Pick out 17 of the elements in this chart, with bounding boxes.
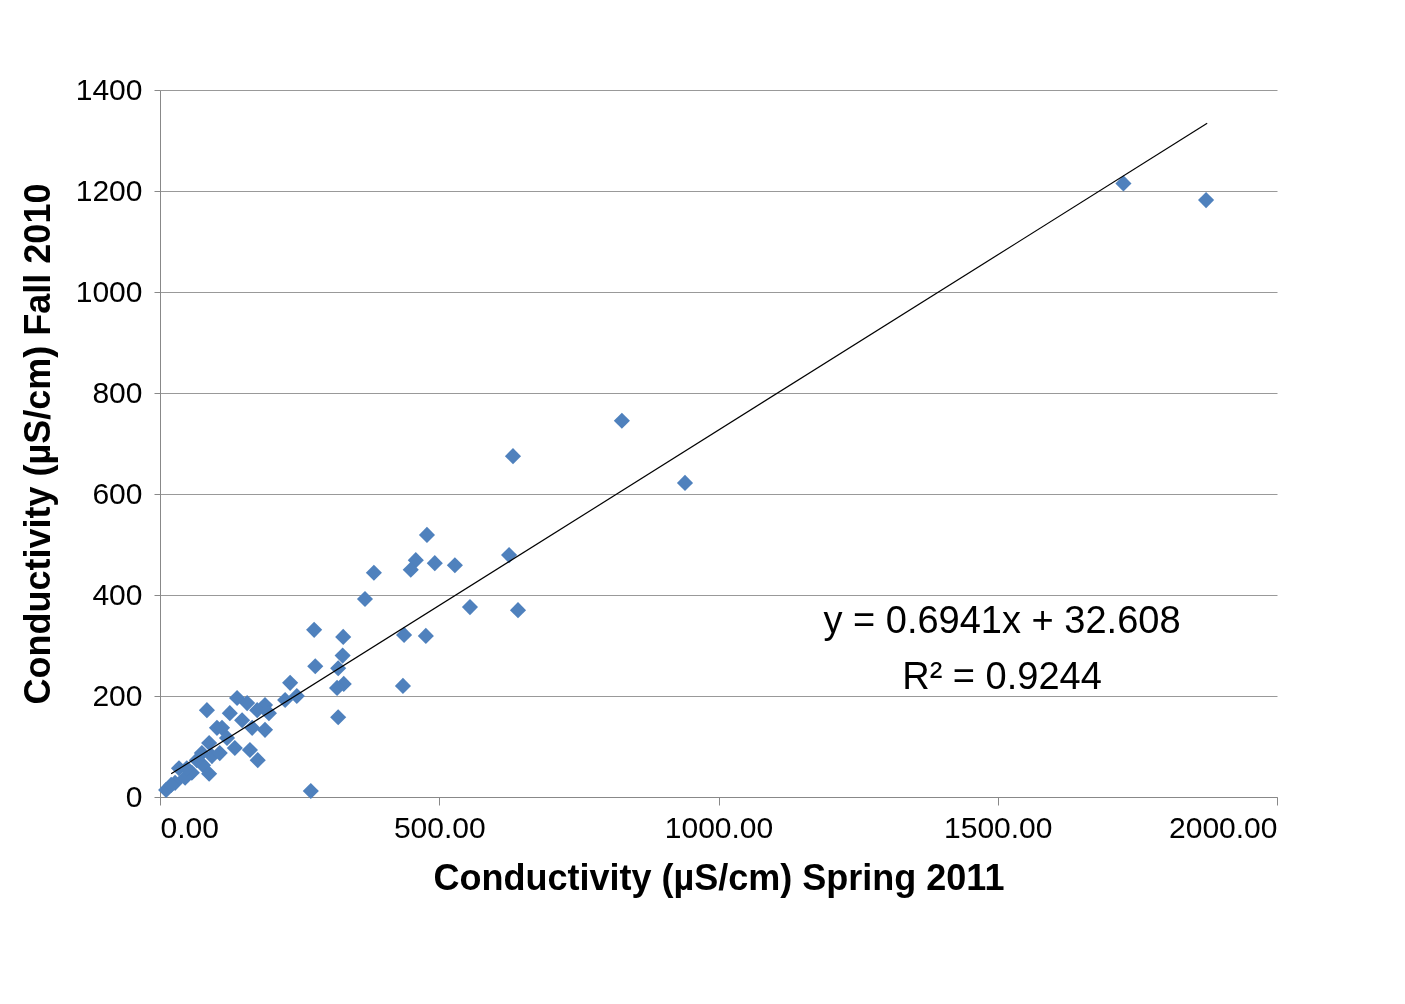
x-tick-label: 1000.00 [664, 810, 774, 844]
x-tick-label: 0.00 [160, 810, 219, 844]
y-tick-label: 600 [92, 476, 143, 510]
y-axis-title: Conductivity (µS/cm) Fall 2010 [16, 183, 58, 705]
annotation: R² = 0.9244 [902, 655, 1102, 697]
x-tick-label: 2000.00 [1169, 810, 1278, 844]
y-tick-label: 1200 [75, 173, 143, 207]
y-tick-label: 400 [92, 577, 143, 611]
y-tick-label: 1400 [75, 72, 143, 106]
x-axis-title: Conductivity (µS/cm) Spring 2011 [433, 856, 1005, 898]
x-tick-label: 1500.00 [944, 810, 1053, 844]
x-tick-label: 500.00 [393, 810, 486, 844]
y-tick-label: 0 [125, 779, 143, 813]
annotation: y = 0.6941x + 32.608 [823, 599, 1181, 641]
y-tick-label: 200 [92, 678, 143, 712]
y-tick-label: 800 [92, 375, 143, 409]
y-tick-label: 1000 [75, 274, 143, 308]
